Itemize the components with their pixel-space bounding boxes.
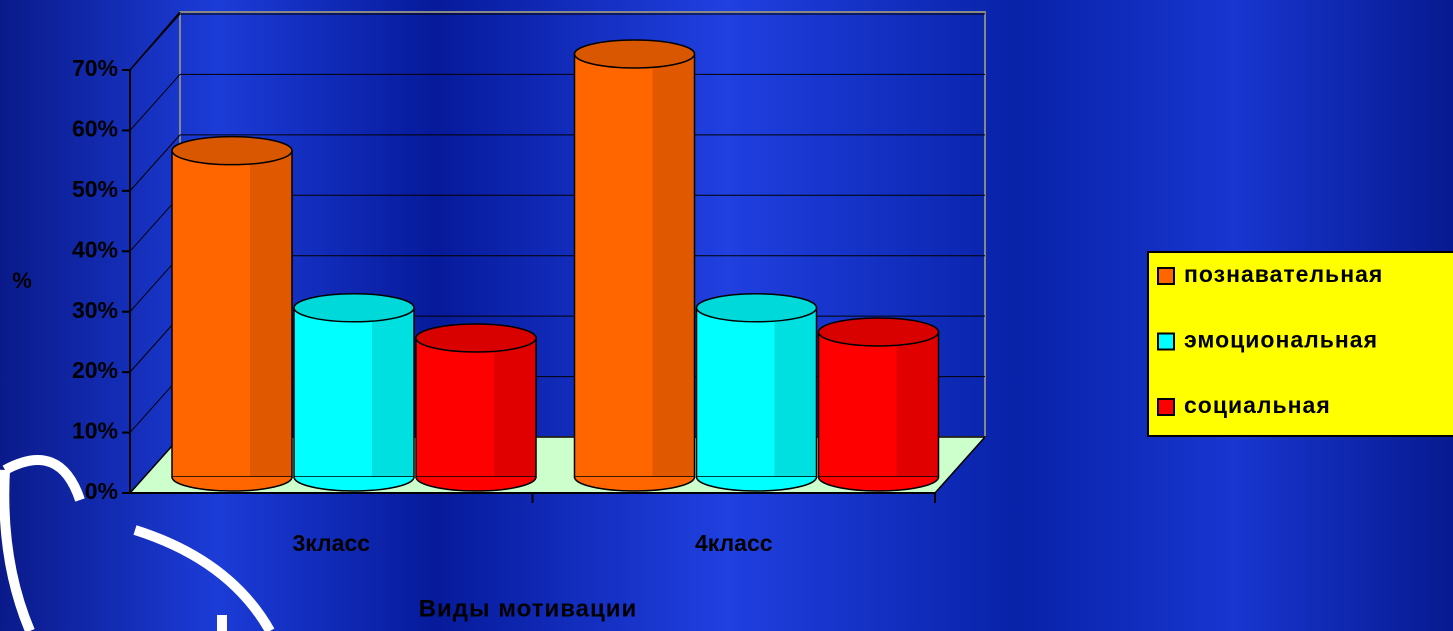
bar-base — [573, 476, 696, 492]
y-tick-label: 60% — [72, 116, 118, 142]
bar-base — [171, 476, 293, 492]
bar — [817, 331, 940, 478]
y-tick-label: 70% — [72, 55, 118, 81]
legend-label: эмоциональная — [1184, 327, 1378, 353]
grid-line-side — [129, 74, 181, 131]
grid-line-side — [129, 134, 181, 192]
decor-arc — [133, 525, 275, 631]
bar-base — [695, 476, 818, 492]
bar-top — [817, 317, 940, 347]
bar-shade — [774, 307, 817, 477]
bar — [415, 337, 537, 478]
x-tick-label: 4класс — [695, 530, 773, 556]
bar-top — [171, 135, 293, 166]
legend-swatch — [1157, 398, 1175, 416]
decor-arc — [2, 455, 85, 502]
legend-label: познавательная — [1184, 261, 1383, 287]
y-tick-label: 10% — [72, 418, 118, 444]
bar-top — [293, 293, 415, 323]
bar-shade — [652, 54, 695, 477]
bar-shade — [250, 150, 292, 477]
x-axis-label: Виды мотивации — [419, 595, 638, 622]
decor-arc — [0, 469, 35, 631]
y-tick-label: 50% — [72, 176, 118, 202]
bar-shade — [372, 307, 414, 477]
y-tick-label: 30% — [72, 297, 118, 323]
bar-shade — [494, 338, 536, 477]
bar-top — [573, 39, 696, 69]
bar-base — [817, 476, 940, 492]
bar — [293, 307, 415, 478]
legend — [1147, 251, 1453, 437]
legend-label: социальная — [1184, 392, 1331, 418]
legend-swatch — [1157, 267, 1175, 285]
grid-line-side — [129, 13, 181, 71]
y-axis-label: % — [12, 268, 32, 293]
bar-base — [415, 476, 537, 492]
legend-swatch — [1157, 332, 1175, 351]
y-tick-label: 0% — [85, 478, 118, 504]
bar — [573, 53, 696, 478]
y-tick-label: 40% — [72, 236, 118, 262]
bar-shade — [896, 331, 939, 477]
bar — [695, 307, 818, 478]
x-tick-label: 3класс — [292, 530, 370, 556]
bar-top — [415, 323, 537, 353]
bar-top — [695, 293, 818, 323]
bar-base — [293, 476, 415, 492]
y-tick-label: 20% — [72, 357, 118, 383]
